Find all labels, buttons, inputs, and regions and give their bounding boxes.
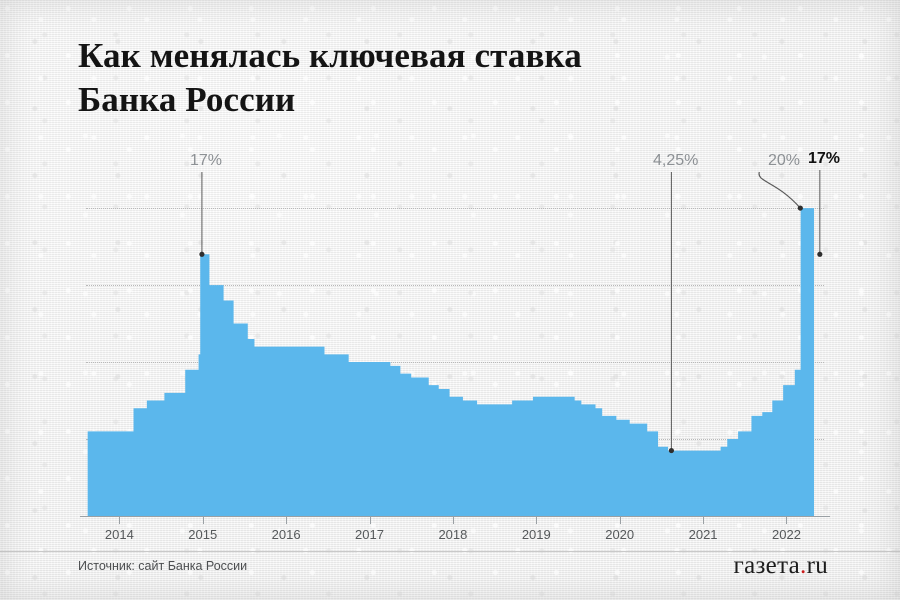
title-line-2: Банка России	[78, 80, 296, 119]
annotation-peak-2022-20: 20%	[768, 152, 801, 169]
gridline	[86, 208, 824, 210]
gridline	[86, 362, 824, 364]
x-axis-tick	[286, 517, 288, 524]
annotation-endpoint-dot	[199, 251, 205, 257]
x-axis-tick-label: 2017	[355, 527, 384, 542]
x-axis-tick-label: 2022	[772, 527, 801, 542]
annotation-leader-curve	[758, 171, 801, 209]
x-axis-tick-label: 2015	[188, 527, 218, 542]
annotation-endpoint-dot	[797, 205, 803, 211]
x-axis-tick-label: 2021	[688, 527, 718, 542]
rate-area-path	[87, 208, 814, 516]
annotation-current-17: 17%	[808, 150, 841, 167]
x-axis-tick-label: 2016	[271, 527, 301, 542]
footer-divider	[0, 551, 900, 552]
area-series	[87, 208, 814, 516]
title-line-1: Как менялась ключевая ставка	[78, 36, 582, 75]
x-axis-tick	[536, 517, 538, 524]
x-axis-tick	[703, 517, 705, 524]
page-title: Как менялась ключевая ставка Банка Росси…	[78, 34, 818, 122]
annotation-trough-2020: 4,25%	[653, 152, 699, 169]
plot-area	[86, 185, 824, 516]
x-axis-tick	[369, 517, 371, 524]
source-note: Источник: сайт Банка России	[78, 559, 248, 573]
logo-tld: ru	[806, 552, 828, 579]
logo-dot: .	[800, 552, 807, 579]
x-axis-tick-label: 2019	[521, 527, 551, 542]
gazeta-logo[interactable]: газета.ru	[734, 552, 828, 580]
x-axis-tick	[786, 517, 788, 524]
x-axis-tick-label: 2018	[438, 527, 468, 542]
gridline	[86, 285, 824, 287]
logo-word: газета	[733, 552, 800, 579]
x-axis-tick	[202, 517, 204, 524]
x-axis-tick-label: 2020	[605, 527, 635, 542]
annotation-endpoint-dot	[668, 447, 674, 454]
x-axis-tick-label: 2014	[104, 527, 134, 542]
x-axis-line	[80, 516, 830, 517]
x-axis-tick	[619, 517, 621, 524]
annotation-endpoint-dot	[817, 251, 823, 257]
x-axis-tick	[452, 517, 454, 524]
annotation-peak-2014: 17%	[190, 152, 223, 169]
x-axis-tick	[119, 517, 121, 524]
